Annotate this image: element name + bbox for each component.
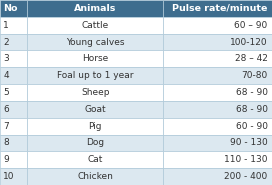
Bar <box>163 151 272 168</box>
Text: 6: 6 <box>3 105 9 114</box>
Text: 1: 1 <box>3 21 9 30</box>
Text: 2: 2 <box>3 38 9 47</box>
Text: 3: 3 <box>3 54 9 63</box>
Text: Pig: Pig <box>88 122 102 131</box>
Bar <box>163 118 272 134</box>
Bar <box>27 118 163 134</box>
Bar <box>27 151 163 168</box>
Text: Chicken: Chicken <box>77 172 113 181</box>
Bar <box>163 17 272 34</box>
Text: 100-120: 100-120 <box>230 38 268 47</box>
Text: Pulse rate/minute: Pulse rate/minute <box>172 4 268 13</box>
Text: 10: 10 <box>3 172 15 181</box>
Bar <box>27 67 163 84</box>
Bar <box>27 51 163 67</box>
Text: 8: 8 <box>3 138 9 147</box>
Bar <box>27 17 163 34</box>
Bar <box>27 84 163 101</box>
Bar <box>163 0 272 17</box>
Bar <box>27 0 163 17</box>
Text: 60 – 90: 60 – 90 <box>234 21 268 30</box>
Bar <box>0 84 27 101</box>
Text: 28 – 42: 28 – 42 <box>235 54 268 63</box>
Text: 70-80: 70-80 <box>241 71 268 80</box>
Bar <box>163 84 272 101</box>
Text: 4: 4 <box>3 71 9 80</box>
Bar <box>163 101 272 118</box>
Text: Foal up to 1 year: Foal up to 1 year <box>57 71 134 80</box>
Bar <box>0 151 27 168</box>
Text: 68 - 90: 68 - 90 <box>236 88 268 97</box>
Bar <box>0 101 27 118</box>
Bar <box>0 34 27 51</box>
Bar <box>163 134 272 151</box>
Bar <box>163 34 272 51</box>
Bar <box>0 67 27 84</box>
Text: Cat: Cat <box>88 155 103 164</box>
Text: 9: 9 <box>3 155 9 164</box>
Bar <box>0 17 27 34</box>
Bar <box>27 134 163 151</box>
Bar <box>27 101 163 118</box>
Bar <box>163 67 272 84</box>
Text: Horse: Horse <box>82 54 108 63</box>
Bar <box>0 51 27 67</box>
Bar <box>0 0 27 17</box>
Text: 60 - 90: 60 - 90 <box>236 122 268 131</box>
Bar <box>163 51 272 67</box>
Bar <box>27 168 163 185</box>
Bar <box>27 34 163 51</box>
Bar <box>0 168 27 185</box>
Bar <box>163 168 272 185</box>
Bar <box>0 134 27 151</box>
Bar <box>0 118 27 134</box>
Text: 68 - 90: 68 - 90 <box>236 105 268 114</box>
Text: Cattle: Cattle <box>82 21 109 30</box>
Text: 7: 7 <box>3 122 9 131</box>
Text: Goat: Goat <box>84 105 106 114</box>
Text: No: No <box>3 4 18 13</box>
Text: 110 - 130: 110 - 130 <box>224 155 268 164</box>
Text: Dog: Dog <box>86 138 104 147</box>
Text: 200 - 400: 200 - 400 <box>224 172 268 181</box>
Text: Animals: Animals <box>74 4 116 13</box>
Text: Young calves: Young calves <box>66 38 125 47</box>
Text: 90 - 130: 90 - 130 <box>230 138 268 147</box>
Text: Sheep: Sheep <box>81 88 109 97</box>
Text: 5: 5 <box>3 88 9 97</box>
